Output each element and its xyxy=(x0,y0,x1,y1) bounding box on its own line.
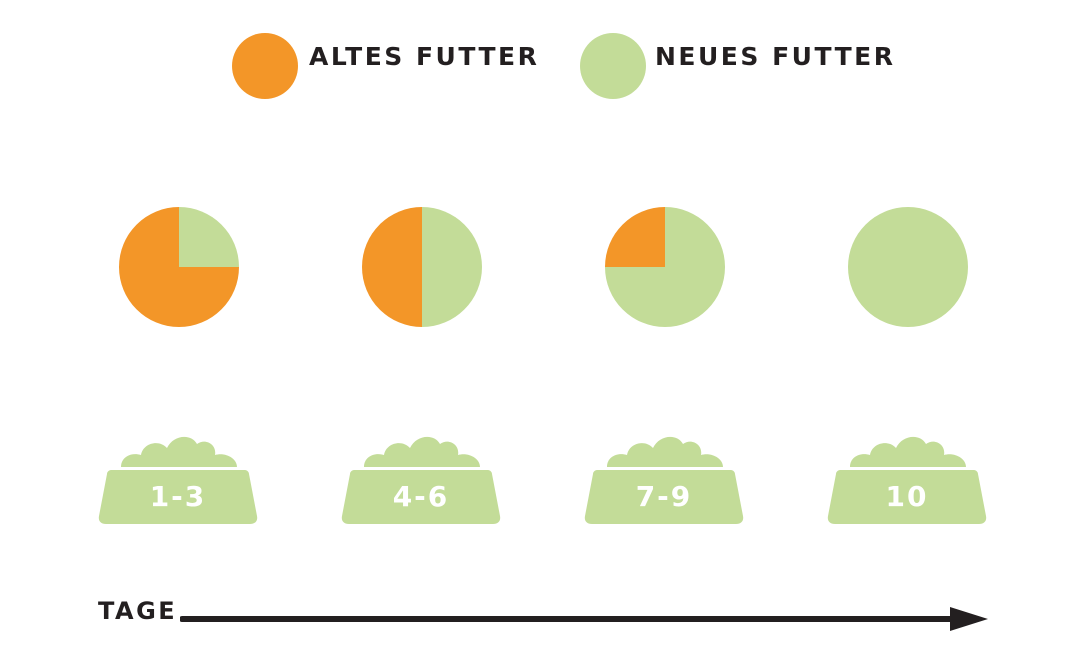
bowl-food-mound xyxy=(121,436,237,467)
pie-slice-new-food xyxy=(179,207,239,267)
food-bowl-stage-3: 7-9 xyxy=(583,432,745,526)
legend-new-food-label: NEUES FUTTER xyxy=(655,42,896,71)
legend-old-food-label: ALTES FUTTER xyxy=(309,42,540,71)
pie-slice-old-food xyxy=(362,207,422,327)
legend-new-food-swatch xyxy=(580,33,646,99)
pie-stage-4 xyxy=(848,207,968,327)
pie-slice-new-food xyxy=(848,207,968,327)
bowl-body xyxy=(584,470,744,524)
pie-slice-old-food xyxy=(605,207,665,267)
food-bowl-stage-4: 10 xyxy=(826,432,988,526)
stage-days-label: 1-3 xyxy=(149,480,207,513)
bowl-food-mound xyxy=(364,436,480,467)
food-bowl-icon xyxy=(584,436,744,524)
food-bowl-icon xyxy=(341,436,501,524)
axis-arrowhead xyxy=(950,607,988,631)
food-bowl-icon xyxy=(98,436,258,524)
bowl-body xyxy=(98,470,258,524)
bowl-body xyxy=(341,470,501,524)
food-bowl-stage-1: 1-3 xyxy=(97,432,259,526)
bowl-food-mound xyxy=(607,436,723,467)
stage-days-label: 4-6 xyxy=(392,480,450,513)
food-bowl-stage-2: 4-6 xyxy=(340,432,502,526)
pie-stage-3 xyxy=(605,207,725,327)
axis-label-days: TAGE xyxy=(98,597,178,625)
stage-days-label: 10 xyxy=(885,480,929,513)
pie-slice-new-food xyxy=(422,207,482,327)
stage-days-label: 7-9 xyxy=(635,480,693,513)
pie-stage-2 xyxy=(362,207,482,327)
bowl-body xyxy=(827,470,987,524)
food-bowl-icon xyxy=(827,436,987,524)
pie-slice-old-food xyxy=(119,207,239,327)
bowl-food-mound xyxy=(850,436,966,467)
arrow-right-icon xyxy=(180,607,988,631)
pie-stage-1 xyxy=(119,207,239,327)
legend-old-food-swatch xyxy=(232,33,298,99)
